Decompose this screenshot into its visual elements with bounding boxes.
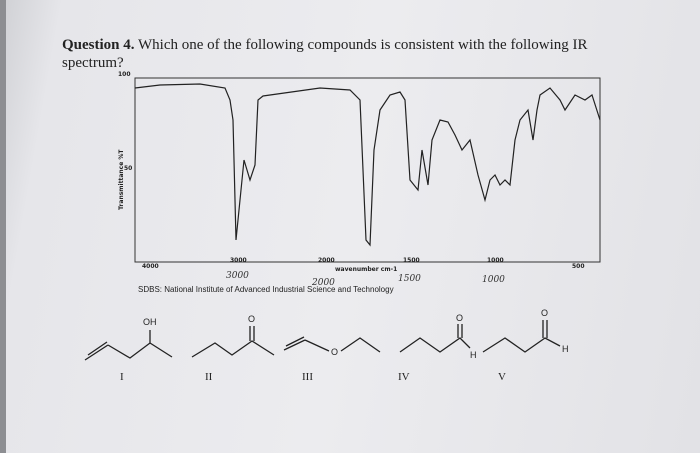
atom-label: H (470, 350, 477, 360)
compound-label: I (120, 371, 124, 383)
atom-label: O (248, 314, 255, 324)
source-note: SDBS: National Institute of Advanced Ind… (138, 285, 394, 294)
compound-label: II (205, 371, 213, 383)
spectrum-curve (134, 83, 601, 247)
structure: O H IV (398, 313, 477, 383)
handwritten-note: 1000 (482, 275, 505, 285)
page-edge (0, 0, 6, 453)
structure: O III (283, 336, 381, 383)
x-tick-label: 4000 (142, 263, 159, 270)
atom-label: O (331, 347, 338, 357)
atom-label: H (562, 344, 569, 354)
x-axis-label: wavenumber cm-1 (335, 266, 397, 273)
handwritten-note: 1500 (398, 274, 421, 284)
compound-label: V (498, 371, 506, 383)
structure: O H V (482, 308, 569, 383)
atom-label: OH (143, 317, 157, 327)
x-tick-label: 500 (572, 263, 585, 270)
question-text: Which one of the following compounds is … (62, 37, 588, 71)
atom-label: O (456, 313, 463, 323)
question: Question 4. Which one of the following c… (62, 36, 602, 72)
handwritten-note: 3000 (226, 271, 249, 281)
x-tick-label: 3000 (230, 257, 247, 264)
x-tick-label: 1500 (403, 257, 420, 264)
compound-label: III (302, 371, 313, 383)
question-number: Question 4. (62, 37, 135, 53)
x-tick-label: 2000 (318, 257, 335, 264)
x-tick-label: 1000 (487, 257, 504, 264)
y-tick-label: 100 (118, 71, 131, 78)
y-axis-label: Transmittance %T (118, 149, 125, 210)
handwritten-note: 2000 (311, 278, 335, 288)
structure: OH I (84, 317, 173, 383)
atom-label: O (541, 308, 548, 318)
structure: O II (191, 314, 275, 383)
compound-label: IV (398, 371, 410, 383)
spectrum-frame (134, 77, 601, 263)
y-tick-label: 50 (124, 165, 132, 172)
